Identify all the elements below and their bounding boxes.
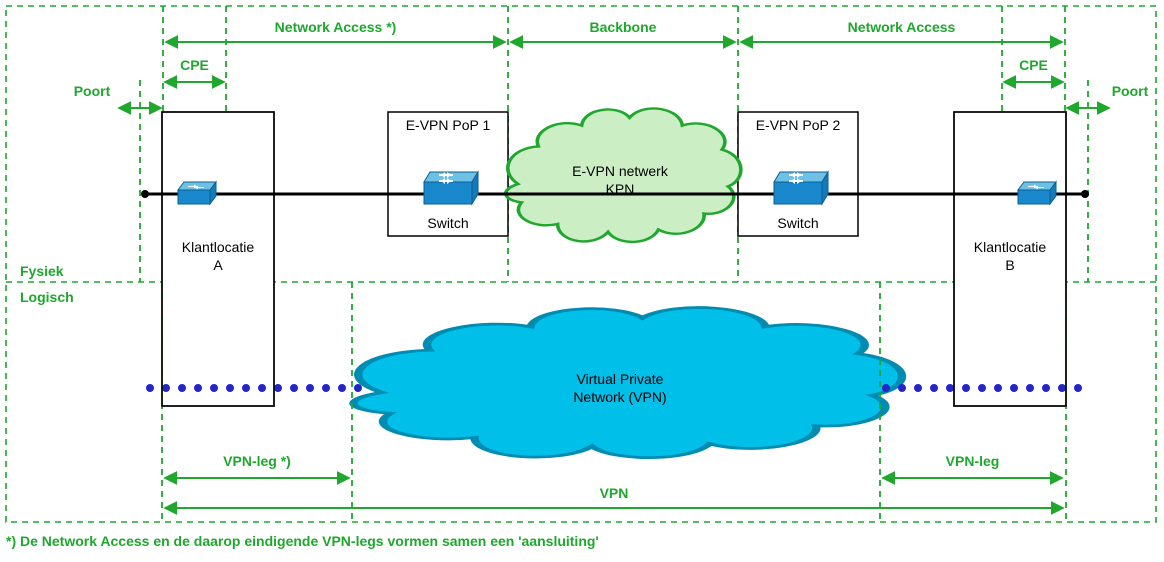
klantlocatie-a-label-1: Klantlocatie [182, 239, 255, 255]
label-na-left: Network Access *) [275, 19, 397, 35]
vpn-dot [1010, 384, 1018, 392]
label-backbone: Backbone [590, 19, 657, 35]
label-cpe-right: CPE [1019, 57, 1048, 73]
label-fysiek: Fysiek [20, 263, 64, 279]
vpn-dot [210, 384, 218, 392]
vpn-label-2: Network (VPN) [573, 389, 666, 405]
pop-1-label: E-VPN PoP 1 [406, 117, 491, 133]
pop-2-switch-label: Switch [777, 215, 818, 231]
vpn-dot [322, 384, 330, 392]
footnote: *) De Network Access en de daarop eindig… [6, 533, 599, 549]
label-vpnleg-right: VPN-leg [946, 453, 1000, 469]
vpn-dot [178, 384, 186, 392]
vpn-dot [962, 384, 970, 392]
vpn-dot [898, 384, 906, 392]
evpn-label-1: E-VPN netwerk [572, 163, 669, 179]
pop-1-switch-label: Switch [427, 215, 468, 231]
vpn-dot [338, 384, 346, 392]
klantlocatie-b-label-1: Klantlocatie [974, 239, 1047, 255]
vpn-dot [194, 384, 202, 392]
vpn-dot [930, 384, 938, 392]
label-poort-right: Poort [1112, 83, 1149, 99]
vpn-label-1: Virtual Private [577, 371, 664, 387]
vpn-dot [978, 384, 986, 392]
vpn-dot [242, 384, 250, 392]
label-vpnleg-left: VPN-leg *) [223, 453, 291, 469]
klantlocatie-b-label-2: B [1005, 257, 1014, 273]
vpn-dot [1026, 384, 1034, 392]
port-dot-left [141, 190, 149, 198]
vpn-dot [914, 384, 922, 392]
vpn-dot [258, 384, 266, 392]
vpn-dot [994, 384, 1002, 392]
label-vpn: VPN [600, 485, 629, 501]
vpn-dot [274, 384, 282, 392]
vpn-dot [354, 384, 362, 392]
pop-2-label: E-VPN PoP 2 [756, 117, 841, 133]
vpn-dot [1074, 384, 1082, 392]
vpn-dot [882, 384, 890, 392]
cpe-icon-b [1018, 182, 1056, 204]
label-cpe-left: CPE [180, 57, 209, 73]
vpn-dot [226, 384, 234, 392]
label-na-right: Network Access [848, 19, 956, 35]
label-logisch: Logisch [20, 289, 74, 305]
vpn-dot [1058, 384, 1066, 392]
vpn-dot [146, 384, 154, 392]
vpn-dot [1042, 384, 1050, 392]
vpn-dot [946, 384, 954, 392]
switch-icon-1 [424, 172, 478, 204]
vpn-dot [162, 384, 170, 392]
vpn-dot [306, 384, 314, 392]
switch-icon-2 [774, 172, 828, 204]
label-poort-left: Poort [74, 83, 111, 99]
vpn-dot [290, 384, 298, 392]
port-dot-right [1081, 190, 1089, 198]
cpe-icon-a [178, 182, 216, 204]
klantlocatie-a-label-2: A [213, 257, 223, 273]
